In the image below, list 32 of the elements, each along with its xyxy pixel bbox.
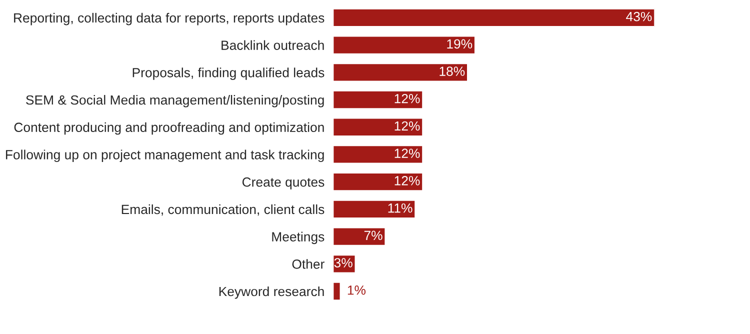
y-tick-label: Backlink outreach (222, 40, 324, 50)
bar (333, 172, 424, 192)
y-tick-label: Following up on project management and task tracking (6, 150, 324, 162)
bar (333, 117, 424, 137)
y-tick-label: Create quotes (242, 177, 324, 190)
data-label: 18% (440, 66, 465, 76)
y-tick-label: Reporting, collecting data for reports, reports updates (14, 12, 324, 26)
y-tick-label: Meetings (272, 232, 324, 244)
data-label: 3% (334, 258, 352, 268)
data-label: 43% (626, 12, 652, 22)
bar (333, 226, 386, 246)
data-label: 11% (388, 203, 412, 213)
data-label: 12% (394, 176, 420, 186)
data-label: 19% (447, 39, 472, 49)
bar (333, 282, 342, 301)
bar (333, 62, 468, 82)
y-tick-label: Content producing and proofreading and optimization (14, 122, 324, 135)
bar (333, 35, 476, 55)
bar (333, 144, 424, 164)
data-label: 12% (394, 94, 420, 104)
y-tick-label: Emails, communication, client calls (122, 204, 324, 216)
bar (333, 8, 655, 28)
y-tick-label: Other (292, 259, 324, 269)
data-label: 12% (394, 121, 420, 131)
data-label: 12% (394, 148, 420, 158)
bar (333, 199, 416, 219)
y-tick-label: Keyword research (219, 286, 324, 299)
data-label: 1% (348, 286, 366, 295)
bar (333, 90, 424, 110)
y-tick-label: SEM & Social Media management/listening/posting (26, 94, 324, 108)
data-label: 7% (364, 230, 382, 240)
y-tick-label: Proposals, finding qualified leads (132, 68, 324, 80)
